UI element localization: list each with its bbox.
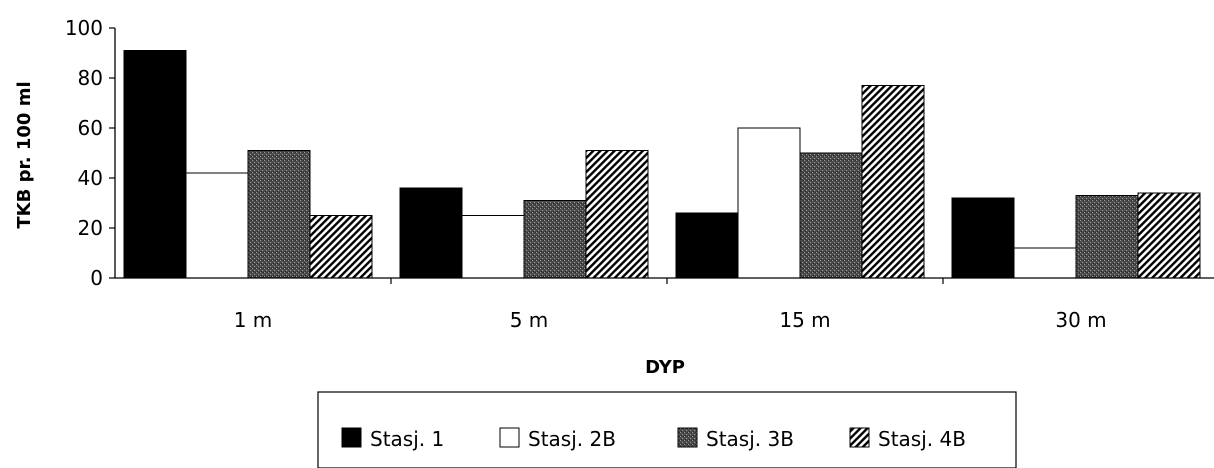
bar — [861, 85, 925, 279]
bar — [1013, 247, 1077, 279]
bar — [523, 200, 587, 279]
legend-swatch — [499, 427, 520, 448]
x-tick-label: 5 m — [510, 308, 549, 332]
bar — [737, 127, 801, 279]
x-axis-title: DYP — [645, 357, 685, 378]
y-tick-label: 20 — [78, 216, 103, 240]
legend-label: Stasj. 4B — [878, 427, 966, 451]
legend-label: Stasj. 1 — [370, 427, 444, 451]
bar — [585, 150, 649, 279]
bar — [675, 212, 739, 279]
bar — [185, 172, 249, 279]
y-tick-label: 40 — [78, 166, 103, 190]
bar — [1075, 195, 1139, 279]
y-axis-title: TKB pr. 100 ml — [14, 81, 35, 228]
x-tick-label: 15 m — [779, 308, 830, 332]
bar — [247, 150, 311, 279]
bar — [399, 187, 463, 279]
bar — [951, 197, 1015, 279]
legend-items: Stasj. 1 Stasj. 2B Stasj. 3B Stasj. 4B — [341, 427, 966, 451]
bar — [309, 215, 373, 279]
bar — [799, 152, 863, 279]
bar — [123, 50, 187, 279]
legend-label: Stasj. 2B — [528, 427, 616, 451]
x-tick-label: 1 m — [234, 308, 273, 332]
x-tick-label: 30 m — [1055, 308, 1106, 332]
plot-area: 0 20 40 60 80 100 1 m 5 m 15 m 30 m — [65, 16, 1214, 332]
y-tick-label: 100 — [65, 16, 103, 40]
bar — [1137, 192, 1201, 279]
legend: Stasj. 1 Stasj. 2B Stasj. 3B Stasj. 4B — [317, 391, 1017, 468]
legend-swatch — [849, 427, 870, 448]
legend-label: Stasj. 3B — [706, 427, 794, 451]
y-tick-label: 60 — [78, 116, 103, 140]
legend-swatch — [341, 427, 362, 448]
legend-swatch — [677, 427, 698, 448]
legend-frame — [317, 391, 1017, 468]
y-tick-label: 0 — [90, 266, 103, 290]
bar — [461, 215, 525, 279]
y-tick-label: 80 — [78, 66, 103, 90]
